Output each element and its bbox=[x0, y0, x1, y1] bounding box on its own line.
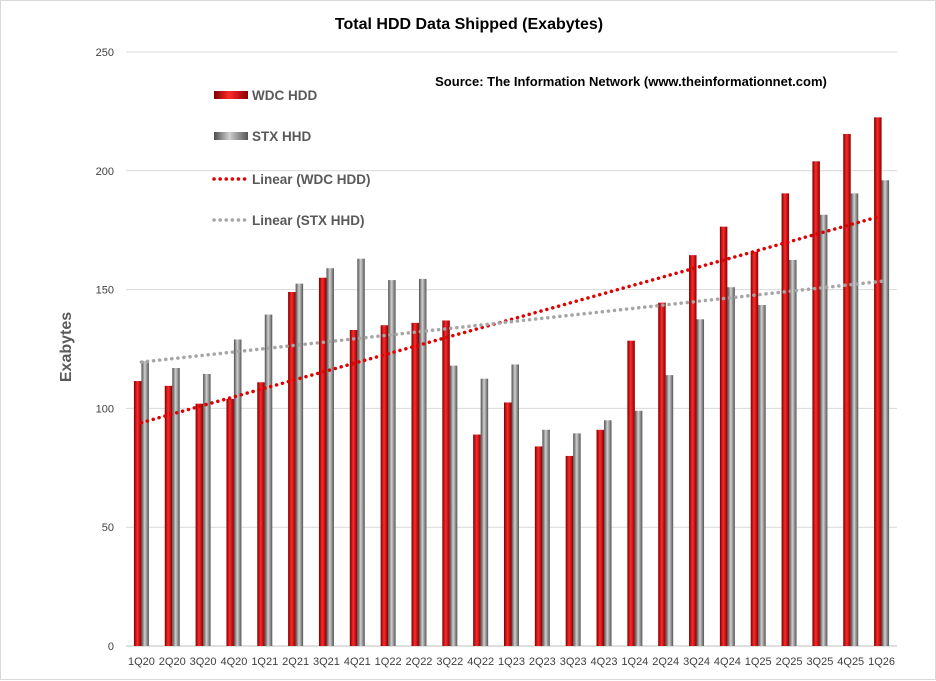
x-tick-label: 3Q20 bbox=[190, 656, 217, 668]
bar-stx-hhd bbox=[604, 420, 612, 646]
bar-wdc-hdd bbox=[596, 429, 605, 646]
bar-stx-hhd bbox=[295, 283, 304, 646]
x-tick-label: 4Q21 bbox=[344, 656, 371, 668]
bar-stx-hhd bbox=[449, 365, 458, 646]
bar-stx-hhd bbox=[326, 268, 334, 646]
source-note: Source: The Information Network (www.the… bbox=[435, 74, 827, 89]
x-tick-label: 4Q23 bbox=[591, 656, 618, 668]
bar-wdc-hdd bbox=[504, 402, 512, 646]
bar-stx-hhd bbox=[727, 287, 735, 646]
y-axis-label: Exabytes bbox=[58, 312, 75, 382]
bar-wdc-hdd bbox=[843, 133, 851, 647]
x-axis-ticks: 1Q20 2Q20 3Q20 4Q20 1Q21 2Q21 3Q21 4Q21 1Q22 2Q22… bbox=[128, 656, 895, 668]
bar-wdc-hdd bbox=[565, 455, 574, 646]
x-tick-label: 3Q22 bbox=[436, 656, 463, 668]
x-tick-label: 4Q20 bbox=[220, 656, 247, 668]
bar-wdc-hdd bbox=[442, 320, 450, 646]
bar-wdc-hdd bbox=[874, 117, 882, 647]
bars bbox=[133, 117, 890, 647]
x-tick-label: 4Q24 bbox=[714, 656, 741, 668]
bar-wdc-hdd bbox=[288, 291, 296, 646]
bar-stx-hhd bbox=[819, 214, 828, 647]
bar-stx-hhd bbox=[665, 375, 674, 646]
bar-wdc-hdd bbox=[627, 340, 635, 646]
y-axis-ticks: 0 50 100 150 200 250 bbox=[96, 47, 114, 653]
bar-wdc-hdd bbox=[133, 381, 142, 646]
bar-stx-hhd bbox=[418, 278, 427, 646]
bar-wdc-hdd bbox=[318, 277, 327, 646]
y-tick-label: 200 bbox=[96, 166, 114, 178]
x-tick-label: 3Q23 bbox=[560, 656, 587, 668]
bar-stx-hhd bbox=[542, 429, 550, 646]
trendline-stx-hhd bbox=[139, 279, 884, 364]
x-tick-label: 1Q20 bbox=[128, 656, 155, 668]
x-tick-label: 1Q24 bbox=[621, 656, 648, 668]
bar-stx-hhd bbox=[141, 360, 149, 646]
x-tick-label: 4Q25 bbox=[837, 656, 864, 668]
bar-stx-hhd bbox=[388, 280, 396, 646]
legend-swatch-stx-hhd bbox=[214, 132, 248, 140]
bar-wdc-hdd bbox=[411, 322, 419, 646]
legend-label-linear-wdc-hdd: Linear (WDC HDD) bbox=[252, 172, 371, 187]
legend-swatch-wdc-hdd bbox=[214, 91, 248, 99]
bar-stx-hhd bbox=[264, 314, 273, 646]
x-tick-label: 2Q23 bbox=[529, 656, 556, 668]
bar-wdc-hdd bbox=[473, 434, 481, 646]
bar-stx-hhd bbox=[172, 368, 180, 646]
bar-wdc-hdd bbox=[719, 226, 728, 647]
bar-stx-hhd bbox=[696, 319, 705, 646]
bar-wdc-hdd bbox=[812, 161, 820, 646]
bar-wdc-hdd bbox=[164, 385, 173, 646]
x-tick-label: 2Q21 bbox=[282, 656, 309, 668]
x-tick-label: 1Q25 bbox=[745, 656, 772, 668]
bar-stx-hhd bbox=[203, 373, 211, 646]
bar-stx-hhd bbox=[850, 193, 859, 646]
bar-wdc-hdd bbox=[658, 302, 666, 646]
y-tick-label: 100 bbox=[96, 403, 114, 415]
bar-wdc-hdd bbox=[380, 325, 389, 646]
bar-stx-hhd bbox=[233, 339, 242, 646]
bar-wdc-hdd bbox=[226, 398, 234, 646]
bar-wdc-hdd bbox=[257, 382, 265, 646]
bar-wdc-hdd bbox=[195, 403, 204, 646]
bar-wdc-hdd bbox=[534, 446, 543, 646]
x-tick-label: 2Q22 bbox=[406, 656, 433, 668]
legend-label-wdc-hdd: WDC HDD bbox=[252, 88, 317, 103]
trendline-wdc-hdd bbox=[139, 214, 884, 425]
bar-stx-hhd bbox=[511, 364, 519, 646]
x-tick-label: 2Q20 bbox=[159, 656, 186, 668]
legend: WDC HDD STX HHD Linear (WDC HDD) Linear … bbox=[212, 88, 371, 228]
x-tick-label: 3Q25 bbox=[806, 656, 833, 668]
x-tick-label: 3Q24 bbox=[683, 656, 710, 668]
bar-stx-hhd bbox=[789, 259, 797, 646]
x-tick-label: 1Q22 bbox=[375, 656, 402, 668]
bar-stx-hhd bbox=[573, 433, 581, 646]
bar-stx-hhd bbox=[634, 410, 643, 646]
x-tick-label: 4Q22 bbox=[467, 656, 494, 668]
x-tick-label: 3Q21 bbox=[313, 656, 340, 668]
bar-wdc-hdd bbox=[689, 255, 697, 646]
bar-stx-hhd bbox=[480, 378, 489, 646]
chart-title: Total HDD Data Shipped (Exabytes) bbox=[335, 16, 603, 33]
legend-label-stx-hhd: STX HHD bbox=[252, 129, 312, 144]
x-tick-label: 1Q23 bbox=[498, 656, 525, 668]
trendlines bbox=[139, 214, 884, 425]
bar-stx-hhd bbox=[758, 305, 766, 646]
bar-wdc-hdd bbox=[750, 251, 759, 647]
x-tick-label: 2Q25 bbox=[776, 656, 803, 668]
y-tick-label: 50 bbox=[102, 522, 114, 534]
bar-wdc-hdd bbox=[781, 193, 790, 646]
bar-stx-hhd bbox=[881, 180, 890, 646]
x-tick-label: 1Q26 bbox=[868, 656, 895, 668]
y-tick-label: 250 bbox=[96, 47, 114, 59]
legend-label-linear-stx-hhd: Linear (STX HHD) bbox=[252, 213, 365, 228]
x-tick-label: 1Q21 bbox=[251, 656, 278, 668]
y-tick-label: 0 bbox=[108, 641, 114, 653]
bar-stx-hhd bbox=[357, 258, 365, 646]
y-tick-label: 150 bbox=[96, 285, 114, 297]
x-tick-label: 2Q24 bbox=[652, 656, 679, 668]
bar-wdc-hdd bbox=[349, 329, 358, 646]
